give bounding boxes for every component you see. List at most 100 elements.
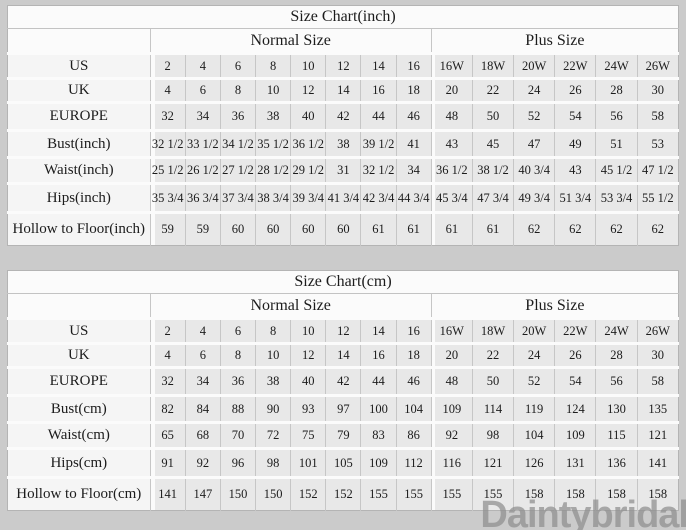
size-cell: 24 [513, 342, 555, 368]
row-label: Hollow to Floor(inch) [7, 211, 151, 246]
size-cell: 45 [471, 129, 514, 158]
size-cell: 47 [513, 129, 555, 158]
size-cell: 158 [513, 476, 555, 511]
size-cell: 18 [395, 342, 432, 368]
size-cell: 104 [395, 394, 432, 423]
size-cell: 39 1/2 [360, 129, 397, 158]
size-cell: 147 [184, 476, 221, 511]
size-cell: 6 [184, 342, 221, 368]
size-cell: 58 [636, 101, 679, 131]
size-cell: 60 [219, 211, 256, 246]
size-cell: 48 [430, 101, 473, 131]
size-cell: 93 [290, 394, 326, 423]
row-label: Hips(inch) [7, 182, 151, 213]
size-cell: 53 [636, 129, 679, 158]
size-cell: 152 [325, 476, 361, 511]
size-cell: 121 [471, 447, 514, 478]
size-cell: 70 [219, 421, 256, 449]
size-cell: 65 [149, 421, 186, 449]
size-cell: 84 [184, 394, 221, 423]
chart-title-row: Size Chart(inch) [7, 5, 679, 29]
size-cell: 36 3/4 [184, 182, 221, 213]
size-cell: 155 [395, 476, 432, 511]
size-cell: 26 [554, 77, 596, 103]
size-cell: 44 3/4 [395, 182, 432, 213]
size-cell: 28 1/2 [255, 156, 291, 184]
size-cell: 45 3/4 [430, 182, 473, 213]
size-cell: 92 [430, 421, 473, 449]
size-cell: 30 [636, 77, 679, 103]
size-cell: 35 1/2 [255, 129, 291, 158]
size-cell: 75 [290, 421, 326, 449]
size-cell: 131 [554, 447, 596, 478]
size-cell: 121 [636, 421, 679, 449]
size-cell: 150 [255, 476, 291, 511]
size-cell: 4 [184, 52, 221, 79]
size-cell: 12 [290, 77, 326, 103]
size-cell: 42 [325, 101, 361, 131]
size-cell: 16W [430, 317, 473, 344]
size-cell: 96 [219, 447, 256, 478]
size-cell: 40 [290, 366, 326, 396]
size-cell: 33 1/2 [184, 129, 221, 158]
size-cell: 40 3/4 [513, 156, 555, 184]
size-cell: 101 [290, 447, 326, 478]
size-cell: 53 3/4 [595, 182, 638, 213]
corner-cell [7, 28, 151, 54]
size-cell: 158 [595, 476, 638, 511]
size-cell: 98 [471, 421, 514, 449]
size-cell: 83 [360, 421, 397, 449]
size-cell: 35 3/4 [149, 182, 186, 213]
size-cell: 12 [325, 317, 361, 344]
size-cell: 59 [149, 211, 186, 246]
size-cell: 62 [595, 211, 638, 246]
size-cell: 51 3/4 [554, 182, 596, 213]
size-cell: 32 [149, 366, 186, 396]
size-cell: 2 [149, 52, 186, 79]
size-cell: 56 [595, 366, 638, 396]
size-cell: 54 [554, 101, 596, 131]
size-row: Waist(cm) 65 68 70 72 75 79 83 86 92 98 104 109 115 12… [7, 421, 679, 449]
size-rows: US 2 4 6 8 10 12 14 16 16W 18W 20W 22W 24W 26W UK 4 6 8 10 1… [7, 52, 679, 246]
size-cell: 41 [395, 129, 432, 158]
size-cell: 12 [325, 52, 361, 79]
size-cell: 8 [255, 52, 291, 79]
size-cell: 38 [325, 129, 361, 158]
size-cell: 34 [184, 366, 221, 396]
corner-cell [7, 293, 151, 319]
size-cell: 8 [255, 317, 291, 344]
size-cell: 36 1/2 [290, 129, 326, 158]
size-row: US 2 4 6 8 10 12 14 16 16W 18W 20W 22W 24W 26W [7, 317, 679, 344]
size-cell: 158 [554, 476, 596, 511]
size-cell: 136 [595, 447, 638, 478]
size-cell: 36 1/2 [430, 156, 473, 184]
size-cell: 26 [554, 342, 596, 368]
size-cell: 10 [255, 77, 291, 103]
size-cell: 126 [513, 447, 555, 478]
normal-size-header: Normal Size [149, 28, 432, 54]
size-cell: 4 [149, 342, 186, 368]
row-label: UK [7, 342, 151, 368]
size-cell: 8 [219, 342, 256, 368]
size-row: EUROPE 32 34 36 38 40 42 44 46 48 50 52 54 56 58 [7, 101, 679, 131]
size-cell: 26 1/2 [184, 156, 221, 184]
size-cell: 155 [471, 476, 514, 511]
row-label: UK [7, 77, 151, 103]
size-rows: US 2 4 6 8 10 12 14 16 16W 18W 20W 22W 24W 26W UK 4 6 8 10 1… [7, 317, 679, 511]
size-row: Hollow to Floor(cm) 141 147 150 150 152 152 155… [7, 476, 679, 511]
size-cell: 47 1/2 [636, 156, 679, 184]
size-cell: 62 [554, 211, 596, 246]
size-cell: 20 [430, 77, 473, 103]
size-cell: 109 [554, 421, 596, 449]
size-cell: 90 [255, 394, 291, 423]
column-group-row: Normal Size Plus Size [7, 28, 679, 54]
size-cell: 86 [395, 421, 432, 449]
size-cell: 34 1/2 [219, 129, 256, 158]
column-group-row: Normal Size Plus Size [7, 293, 679, 319]
size-cell: 52 [513, 101, 555, 131]
size-cell: 14 [360, 52, 397, 79]
size-cell: 48 [430, 366, 473, 396]
size-cell: 16 [395, 317, 432, 344]
size-cell: 158 [636, 476, 679, 511]
